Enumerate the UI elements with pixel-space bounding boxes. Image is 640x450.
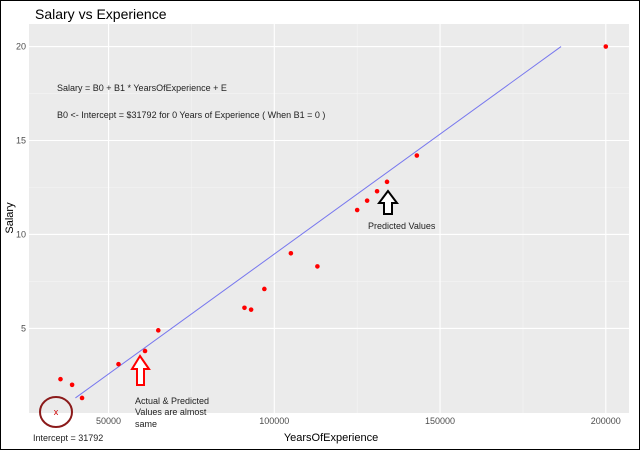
data-point [242, 305, 247, 311]
chart-title: Salary vs Experience [35, 6, 167, 22]
data-point [354, 207, 360, 213]
data-points [58, 44, 609, 401]
y-tick-label: 5 [21, 323, 26, 333]
regression-line [75, 46, 562, 399]
predicted-values-arrow-icon [377, 189, 399, 215]
intercept-x-marker: x [54, 407, 59, 417]
y-tick-label: 10 [16, 229, 26, 239]
actual-predicted-arrow-icon [130, 354, 151, 386]
actual-predicted-annotation: Actual & Predicted Values are almost sam… [135, 396, 212, 429]
grid [29, 24, 629, 413]
y-tick-label: 15 [16, 136, 26, 146]
y-axis-title: Salary [4, 202, 16, 234]
x-tick-label: 200000 [591, 416, 621, 426]
intercept-label-annotation: Intercept = 31792 [33, 433, 103, 443]
data-point [248, 307, 254, 312]
data-point [374, 188, 380, 194]
x-tick-label: 150000 [425, 416, 455, 426]
intercept-note-annotation: B0 <- Intercept = $31792 for 0 Years of … [57, 110, 325, 120]
x-axis-title: YearsOfExperience [284, 432, 378, 444]
data-point [315, 264, 320, 269]
data-point [69, 382, 75, 388]
data-point [364, 198, 370, 203]
data-point [603, 44, 609, 49]
x-tick-labels: 50000 100000 150000 200000 [96, 416, 621, 426]
actual-predicted-line-2: Values are almost [135, 407, 207, 417]
x-tick-label: 50000 [96, 416, 121, 426]
formula-annotation: Salary = B0 + B1 * YearsOfExperience + E [57, 83, 227, 93]
data-point [262, 286, 267, 292]
data-point [288, 250, 294, 256]
data-point [116, 361, 121, 367]
data-point [155, 328, 161, 333]
actual-predicted-line-3: same [135, 419, 157, 429]
data-point [414, 153, 420, 158]
predicted-values-annotation: Predicted Values [368, 221, 436, 231]
plot-panel [29, 24, 629, 413]
y-tick-label: 20 [16, 42, 26, 52]
data-point [142, 348, 148, 354]
actual-predicted-line-1: Actual & Predicted [135, 396, 209, 406]
fit-line [75, 46, 562, 399]
intercept-circle-marker [39, 396, 73, 428]
y-tick-labels: 5 10 15 20 [16, 42, 26, 334]
x-tick-label: 100000 [259, 416, 289, 426]
data-point [384, 179, 390, 185]
data-point [58, 376, 63, 382]
data-point [79, 395, 85, 401]
